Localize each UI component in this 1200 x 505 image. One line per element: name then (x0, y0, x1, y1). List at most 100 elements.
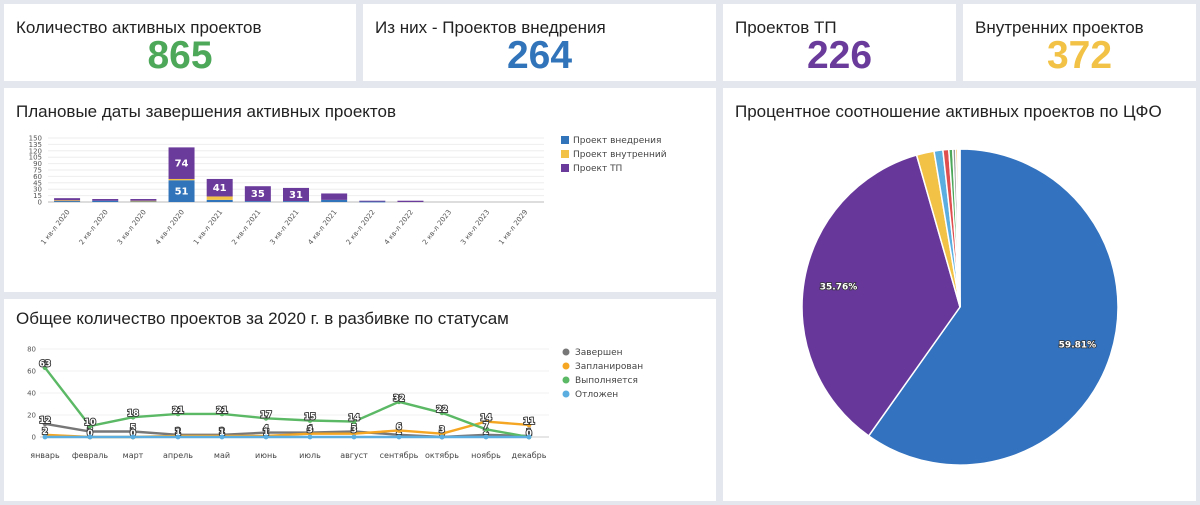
point-data-label: 18 (127, 409, 139, 419)
x-tick-label: 1 кв-л 2021 (192, 208, 224, 246)
point-data-label: 7 (483, 421, 489, 431)
legend-swatch (562, 390, 570, 398)
series-point (175, 434, 181, 440)
point-data-label: 0 (87, 429, 93, 439)
point-data-label: 2 (42, 427, 48, 437)
kpi-label: Проектов ТП (735, 18, 837, 37)
legend-swatch (562, 348, 570, 356)
series-point (219, 411, 225, 417)
x-tick-label: июль (299, 451, 321, 460)
point-data-label: 4 (307, 425, 313, 435)
series-point (351, 434, 357, 440)
series-point (87, 429, 93, 434)
y-tick-label: 150 (29, 135, 42, 143)
y-tick-label: 30 (33, 186, 42, 194)
x-tick-label: 2 кв-л 2021 (230, 208, 262, 246)
legend-label: Выполняется (575, 376, 638, 386)
kpi-label: Количество активных проектов (16, 18, 262, 37)
y-tick-label: 105 (29, 154, 42, 162)
kpi-value: 264 (506, 34, 573, 77)
point-data-label: 21 (172, 406, 184, 416)
y-tick-label: 90 (33, 160, 42, 168)
series-point (483, 426, 489, 432)
series-point (42, 434, 48, 440)
point-data-label: 12 (39, 416, 51, 426)
x-tick-label: ноябрь (471, 451, 501, 460)
x-tick-label: 3 кв-л 2023 (459, 208, 491, 246)
point-data-label: 14 (348, 414, 360, 424)
point-data-label: 10 (84, 418, 96, 428)
bar-Проект внедрения (168, 180, 195, 202)
x-tick-label: 2 кв-л 2023 (421, 208, 453, 246)
point-data-label: 5 (87, 424, 93, 434)
bar-Проект ТП (283, 187, 309, 202)
point-data-label: 1 (526, 428, 532, 438)
series-point (439, 431, 445, 437)
series-point (175, 411, 181, 417)
point-data-label: 63 (39, 360, 51, 370)
series-point (130, 414, 136, 420)
point-data-label: 22 (436, 405, 448, 415)
x-tick-label: сентябрь (380, 451, 419, 460)
point-data-label: 11 (523, 417, 535, 427)
series-point (87, 423, 93, 429)
y-tick-label: 0 (38, 199, 42, 207)
series-point (439, 410, 445, 416)
series-point (483, 434, 489, 440)
point-data-label: 5 (130, 424, 136, 434)
point-data-label: 6 (396, 422, 402, 432)
bar-Проект внедрения (130, 201, 157, 202)
bar-Проект ТП (54, 198, 81, 201)
bar-Проект внедрения (283, 201, 309, 202)
x-tick-label: 4 кв-л 2020 (154, 208, 186, 246)
legend-label: Отложен (575, 390, 618, 400)
bar-Проект внутренний (168, 178, 195, 181)
line-chart-title: Общее количество проектов за 2020 г. в р… (16, 309, 509, 328)
series-point (396, 428, 402, 433)
series-point (130, 434, 136, 440)
x-tick-label: 4 кв-л 2021 (307, 208, 339, 246)
x-tick-label: апрель (163, 451, 193, 460)
bar-Проект ТП (206, 178, 233, 197)
point-data-label: 2 (483, 427, 489, 437)
x-tick-label: июнь (255, 451, 277, 460)
kpi-value: 865 (147, 34, 213, 77)
point-data-label: 14 (480, 414, 492, 424)
series-point (42, 421, 48, 427)
bar-Проект внутренний (54, 200, 81, 202)
bar-data-label: 74 (175, 159, 189, 170)
legend-swatch (561, 150, 569, 158)
point-data-label: 1 (263, 428, 269, 438)
kpi-card-tp: Проектов ТП 226 (723, 4, 956, 81)
series-point (263, 434, 269, 440)
x-tick-label: 2 кв-л 2020 (78, 208, 110, 246)
pie-chart-title: Процентное соотношение активных проектов… (735, 102, 1162, 121)
legend-swatch (562, 376, 570, 384)
line-chart-panel: Общее количество проектов за 2020 г. в р… (4, 299, 716, 501)
y-tick-label: 40 (27, 390, 36, 398)
point-data-label: 3 (307, 426, 313, 436)
y-tick-label: 80 (27, 346, 36, 354)
series-point (307, 431, 313, 437)
point-data-label: 3 (351, 426, 357, 436)
legend-label: Запланирован (575, 362, 643, 372)
kpi-value: 226 (806, 34, 873, 77)
point-data-label: 0 (526, 429, 532, 439)
legend-label: Проект внутренний (573, 150, 667, 160)
kpi-value: 372 (1046, 34, 1113, 77)
x-tick-label: декабрь (512, 451, 547, 460)
legend-swatch (561, 136, 569, 144)
pie-slice (958, 148, 961, 308)
point-data-label: 5 (351, 424, 357, 434)
kpi-card-active: Количество активных проектов 865 (4, 4, 356, 81)
kpi-card-internal: Внутренних проектов 372 (963, 4, 1196, 81)
x-tick-label: февраль (72, 451, 109, 460)
pie-chart: 59.81% 35.76% (801, 148, 1119, 466)
bar-Проект внедрения (244, 201, 271, 202)
x-tick-label: 4 кв-л 2022 (383, 208, 415, 246)
y-tick-label: 60 (27, 368, 36, 376)
point-data-label: 1 (175, 428, 181, 438)
point-data-label: 3 (439, 426, 445, 436)
x-tick-label: 3 кв-л 2021 (268, 208, 300, 246)
